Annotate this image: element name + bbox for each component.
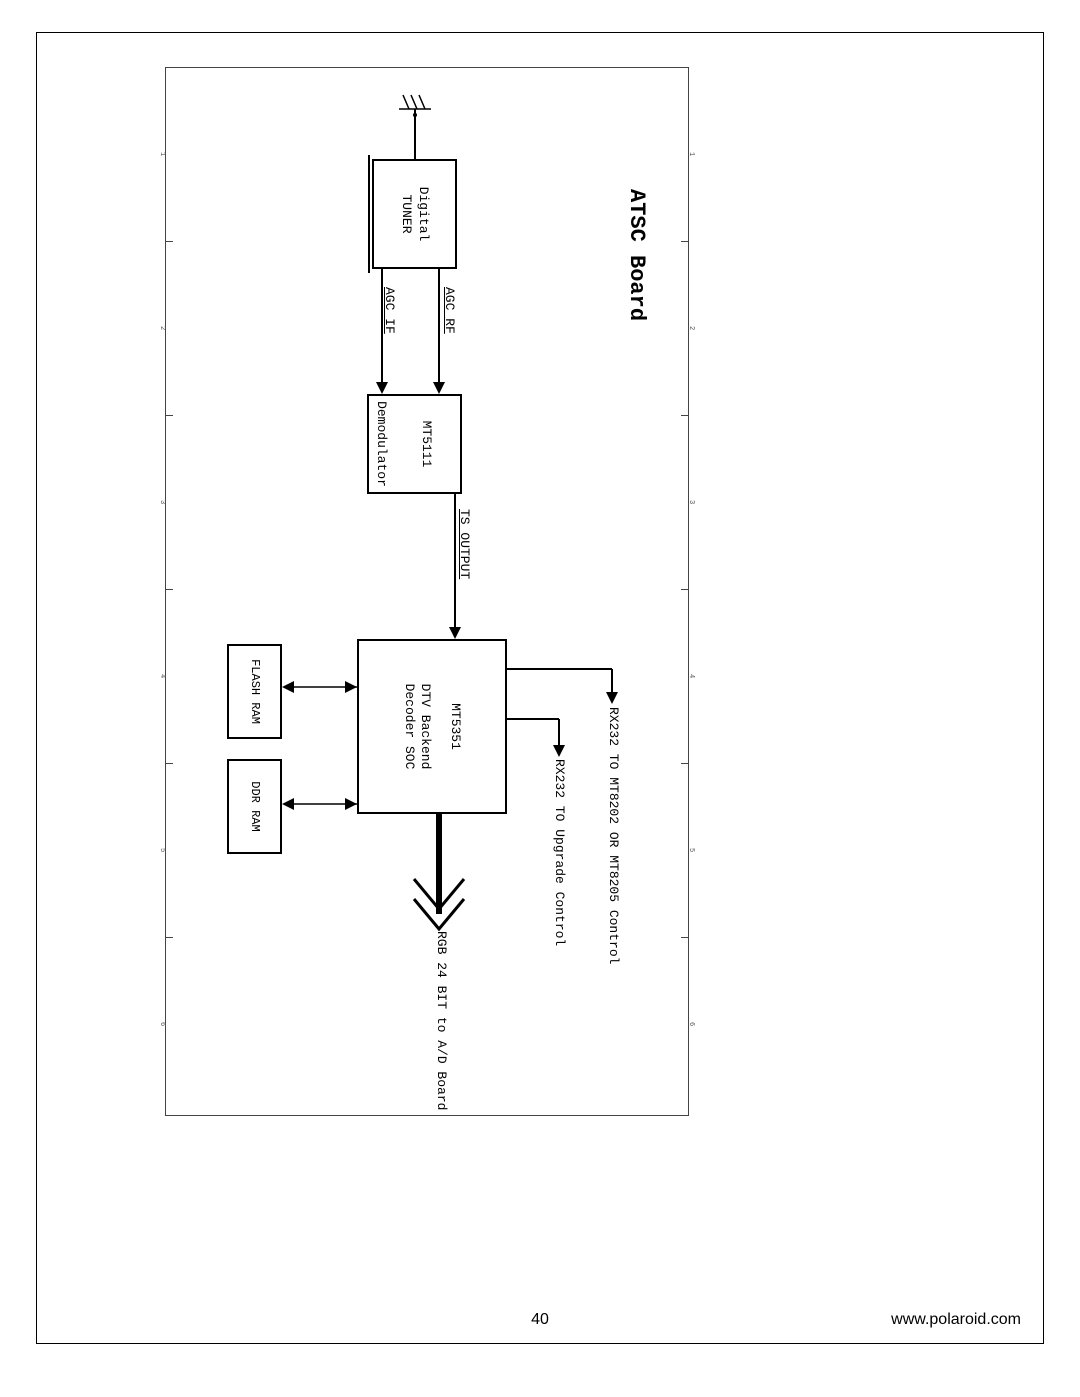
frame-tick xyxy=(165,763,173,764)
edge-label-agc-if: AGC IF xyxy=(382,287,397,334)
footer-url: www.polaroid.com xyxy=(891,1311,1021,1329)
edge-label-rx232-b: RX232 TO Upgrade Control xyxy=(552,759,567,946)
edge-label-rx232-a: RX232 TO MT8202 OR MT8205 Control xyxy=(606,707,621,964)
frame-grid-label: 1 xyxy=(687,152,695,156)
edge-label-agc-rf: AGC RF xyxy=(442,287,457,334)
frame-grid-label: 6 xyxy=(687,1022,695,1026)
edge-label-ts-output: TS OUTPUT xyxy=(457,509,472,579)
block-label: Digital xyxy=(415,187,431,242)
frame-tick xyxy=(165,589,173,590)
block-label: DTV Backend xyxy=(417,684,433,770)
frame-tick xyxy=(681,937,689,938)
block-label: DDR RAM xyxy=(247,781,262,831)
page-frame: 40 www.polaroid.com 1 2 3 4 5 6 xyxy=(36,32,1044,1344)
frame-grid-label: 5 xyxy=(158,848,166,852)
frame-tick xyxy=(681,415,689,416)
block-ddr-ram: DDR RAM xyxy=(227,759,282,854)
block-label: MT5111 xyxy=(417,421,433,468)
block-digital-tuner: Digital TUNER xyxy=(372,159,457,269)
frame-grid-label: 4 xyxy=(687,674,695,678)
frame-grid-label: 1 xyxy=(158,152,166,156)
frame-grid-label: 2 xyxy=(687,326,695,330)
frame-tick xyxy=(165,241,173,242)
block-label: FLASH RAM xyxy=(247,659,262,724)
block-demodulator: MT5111 Demodulator xyxy=(367,394,462,494)
block-label: Demodulator xyxy=(373,401,389,487)
frame-grid-label: 6 xyxy=(158,1022,166,1026)
frame-grid-label: 4 xyxy=(158,674,166,678)
frame-tick xyxy=(681,763,689,764)
frame-tick xyxy=(681,241,689,242)
frame-tick xyxy=(681,589,689,590)
block-label: Decoder SOC xyxy=(401,684,417,770)
diagram-title: ATSC Board xyxy=(624,189,649,321)
block-flash-ram: FLASH RAM xyxy=(227,644,282,739)
frame-grid-label: 2 xyxy=(158,326,166,330)
frame-tick xyxy=(165,937,173,938)
block-label: MT5351 xyxy=(447,703,463,750)
block-label: TUNER xyxy=(398,194,414,233)
diagram-container: 1 2 3 4 5 6 1 2 3 4 5 6 ATSC Board Digit… xyxy=(157,59,697,1124)
edge-label-rgb24: RGB 24 BIT to A/D Board xyxy=(434,931,449,1110)
frame-tick xyxy=(165,415,173,416)
frame-grid-label: 3 xyxy=(687,500,695,504)
block-decoder-soc: MT5351 DTV Backend Decoder SOC xyxy=(357,639,507,814)
atsc-board-diagram: 1 2 3 4 5 6 1 2 3 4 5 6 ATSC Board Digit… xyxy=(157,59,697,1124)
frame-grid-label: 3 xyxy=(158,500,166,504)
frame-grid-label: 5 xyxy=(687,848,695,852)
